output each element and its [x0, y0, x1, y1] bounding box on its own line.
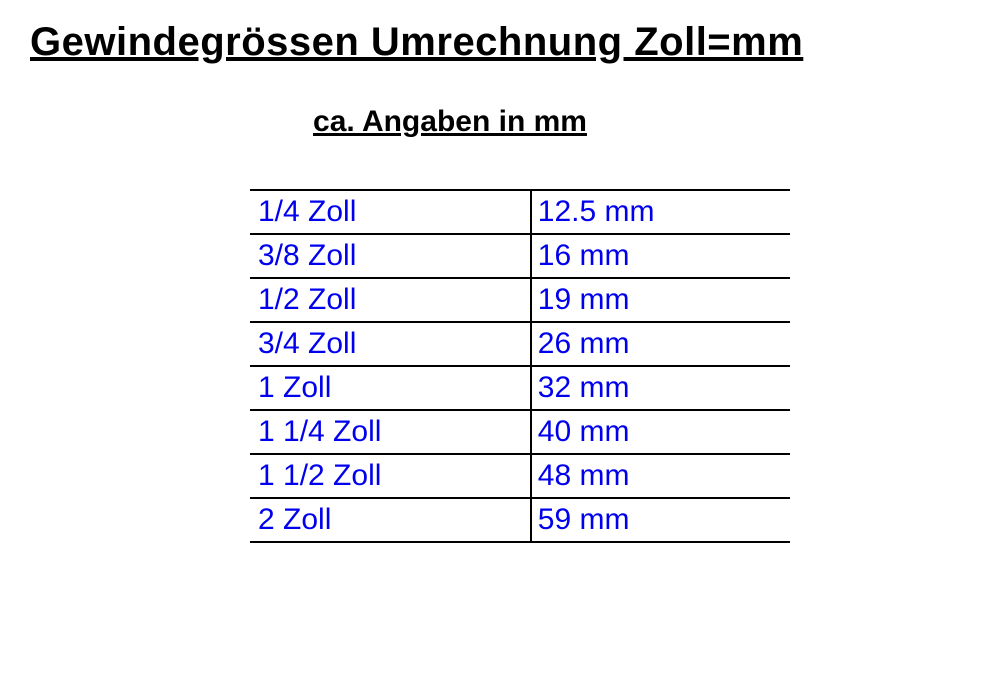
cell-mm: 59 mm	[531, 498, 790, 542]
table-row: 1 1/2 Zoll 48 mm	[250, 454, 790, 498]
table-row: 3/4 Zoll 26 mm	[250, 322, 790, 366]
conversion-table: 1/4 Zoll 12.5 mm 3/8 Zoll 16 mm 1/2 Zoll…	[250, 189, 790, 543]
cell-mm: 32 mm	[531, 366, 790, 410]
cell-mm: 19 mm	[531, 278, 790, 322]
cell-zoll: 1/2 Zoll	[250, 278, 531, 322]
cell-mm: 16 mm	[531, 234, 790, 278]
table-row: 3/8 Zoll 16 mm	[250, 234, 790, 278]
cell-mm: 48 mm	[531, 454, 790, 498]
cell-zoll: 3/8 Zoll	[250, 234, 531, 278]
cell-zoll: 1 1/2 Zoll	[250, 454, 531, 498]
page-title: Gewindegrössen Umrechnung Zoll=mm	[30, 20, 970, 65]
cell-zoll: 2 Zoll	[250, 498, 531, 542]
page-subtitle: ca. Angaben in mm	[0, 105, 970, 139]
table-row: 1 Zoll 32 mm	[250, 366, 790, 410]
table-row: 1 1/4 Zoll 40 mm	[250, 410, 790, 454]
table-row: 1/4 Zoll 12.5 mm	[250, 190, 790, 234]
table-row: 1/2 Zoll 19 mm	[250, 278, 790, 322]
cell-zoll: 1 Zoll	[250, 366, 531, 410]
cell-mm: 40 mm	[531, 410, 790, 454]
cell-mm: 12.5 mm	[531, 190, 790, 234]
table-row: 2 Zoll 59 mm	[250, 498, 790, 542]
cell-zoll: 1 1/4 Zoll	[250, 410, 531, 454]
cell-mm: 26 mm	[531, 322, 790, 366]
conversion-table-container: 1/4 Zoll 12.5 mm 3/8 Zoll 16 mm 1/2 Zoll…	[250, 189, 970, 543]
cell-zoll: 3/4 Zoll	[250, 322, 531, 366]
cell-zoll: 1/4 Zoll	[250, 190, 531, 234]
